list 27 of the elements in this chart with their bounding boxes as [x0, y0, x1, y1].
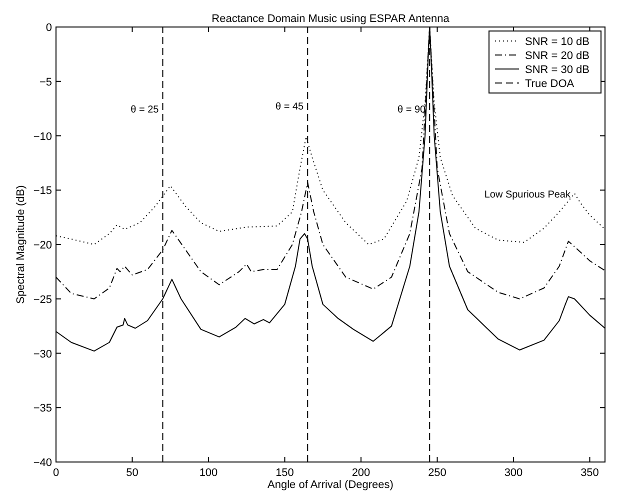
- legend-label: SNR = 30 dB: [525, 64, 590, 76]
- y-tick-label: −10: [33, 130, 52, 143]
- x-tick-label: 150: [276, 467, 294, 479]
- y-tick-label: 0: [46, 22, 52, 34]
- annotation: θ = 45: [276, 101, 304, 112]
- legend-label: SNR = 10 dB: [525, 36, 590, 48]
- legend-label: True DOA: [525, 78, 575, 90]
- x-tick-label: 300: [504, 467, 523, 479]
- x-tick-label: 200: [352, 467, 370, 479]
- x-tick-label: 100: [199, 467, 218, 479]
- y-tick-label: −35: [33, 402, 52, 415]
- y-tick-label: −5: [39, 76, 52, 88]
- x-axis-title: Angle of Arrival (Degrees): [268, 479, 394, 491]
- legend-label: SNR = 20 dB: [525, 50, 590, 62]
- x-tick-label: 250: [428, 467, 446, 479]
- y-tick-label: −30: [33, 348, 52, 360]
- y-tick-label: −15: [33, 185, 52, 198]
- y-tick-label: −40: [33, 457, 52, 469]
- chart-title: Reactance Domain Music using ESPAR Antenna: [212, 13, 450, 25]
- annotation: Low Spurious Peak: [484, 189, 572, 200]
- x-tick-label: 350: [580, 467, 599, 479]
- y-axis-title: Spectral Magnitude (dB): [15, 185, 27, 304]
- x-tick-label: 0: [52, 467, 60, 479]
- annotation: θ = 25: [130, 104, 160, 116]
- y-tick-label: −25: [33, 294, 52, 306]
- y-tick-label: −20: [33, 240, 52, 252]
- x-tick-label: 50: [126, 467, 138, 479]
